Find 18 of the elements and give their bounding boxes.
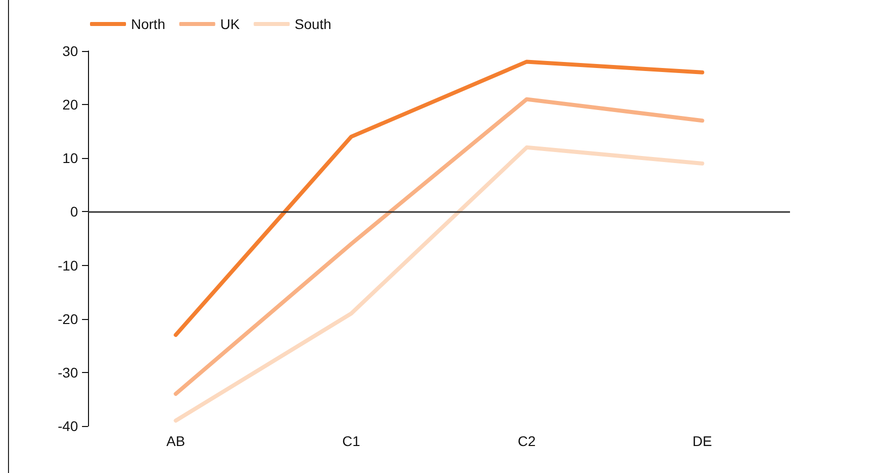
y-tick-label: 10 (62, 150, 78, 166)
y-tick-label: 20 (62, 96, 78, 113)
legend-label: South (294, 16, 332, 32)
y-tick-label: 0 (70, 204, 78, 220)
y-tick-label: -10 (58, 257, 78, 274)
x-tick-label: C1 (342, 433, 360, 449)
y-tick-label: -30 (58, 364, 78, 380)
x-tick-label: AB (166, 433, 186, 449)
y-tick-label: 30 (62, 43, 78, 59)
y-tick-label: -40 (58, 418, 78, 434)
line-series (174, 145, 704, 423)
y-tick-label: -20 (58, 310, 78, 327)
line-series (174, 97, 704, 396)
legend-label: UK (220, 16, 240, 32)
line-series (174, 60, 704, 337)
legend-label: North (131, 16, 166, 32)
x-tick-label: DE (692, 433, 712, 449)
x-tick-label: C2 (518, 433, 536, 449)
